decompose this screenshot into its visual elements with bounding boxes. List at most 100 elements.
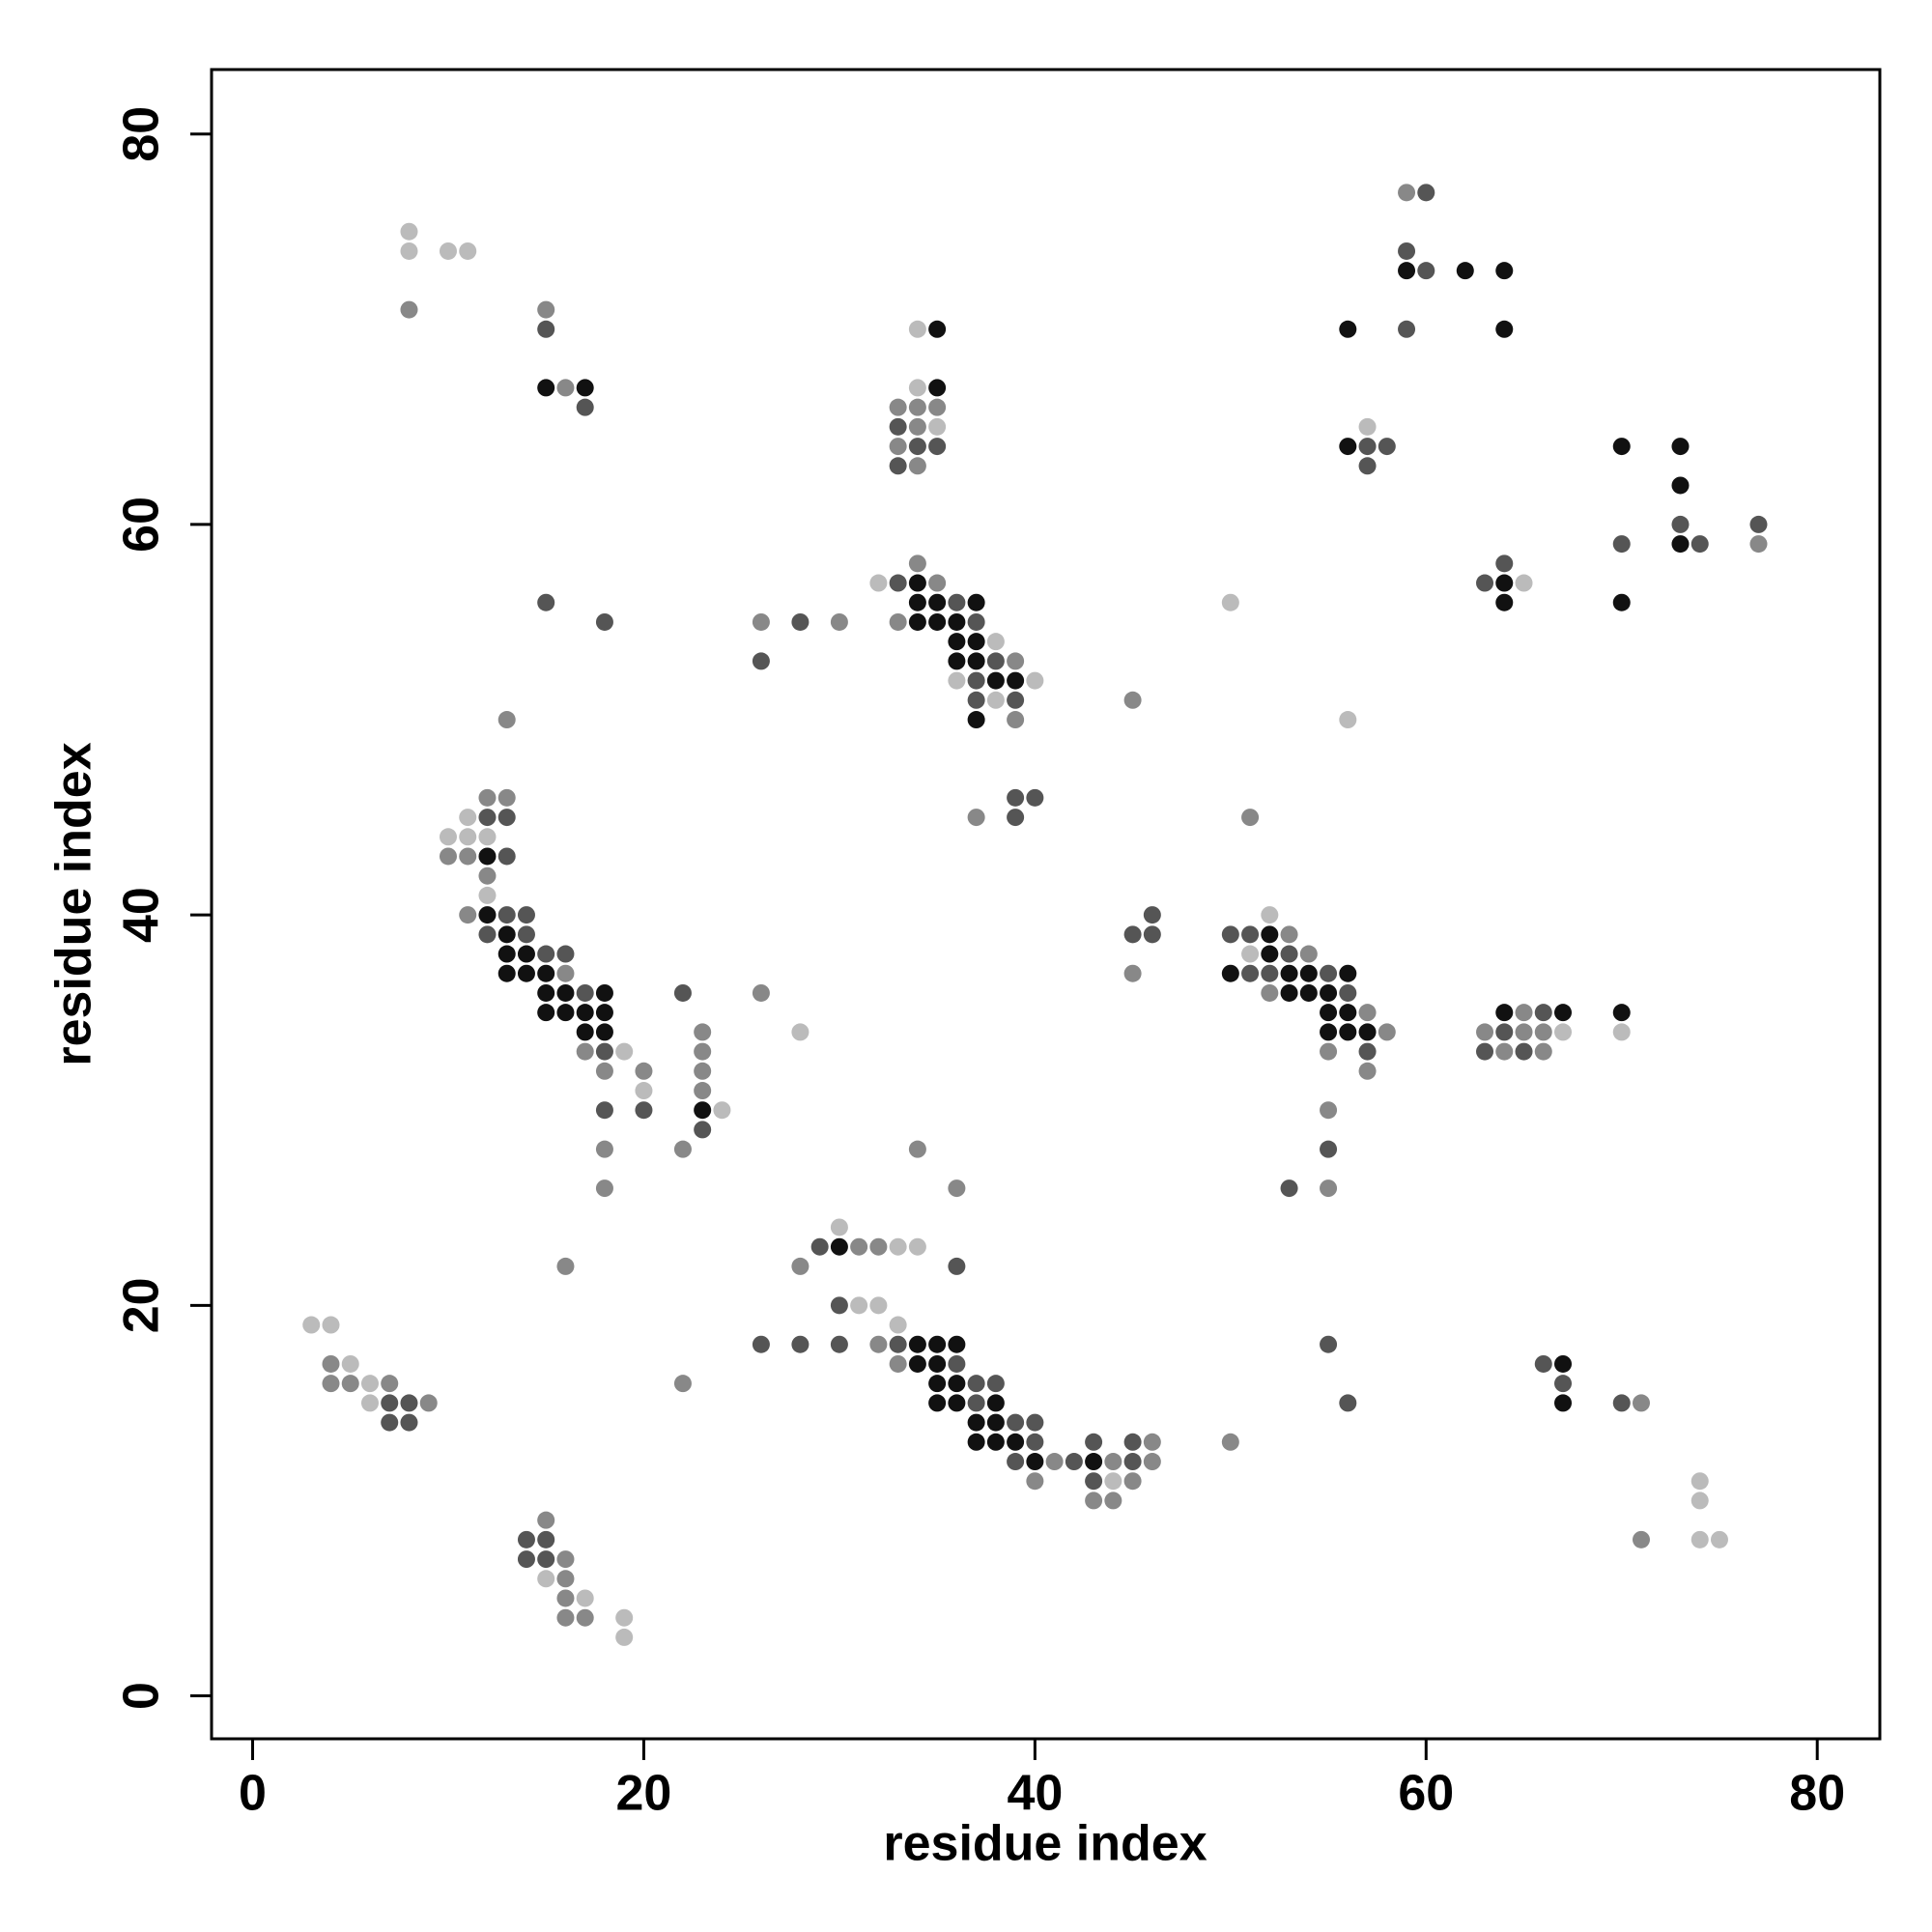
point [478,886,497,904]
point [1398,184,1416,202]
point [1476,1023,1494,1041]
point [1690,535,1709,554]
point [1515,1023,1533,1041]
point [478,809,497,827]
point [341,1354,359,1373]
point [576,1589,594,1607]
point [948,1257,966,1275]
point [1690,1472,1709,1491]
point [1123,1472,1142,1491]
point [1280,1179,1298,1198]
point [576,1004,594,1022]
point [1065,1453,1083,1471]
point [1123,1433,1142,1451]
point [1221,964,1239,982]
point [1358,417,1377,436]
point [889,438,907,456]
point [1515,1004,1533,1022]
point [1123,1453,1142,1471]
point [576,1608,594,1627]
point [497,964,516,982]
point [537,964,555,982]
point [908,438,926,456]
point [967,1375,985,1393]
point [889,417,907,436]
point [537,1004,555,1022]
point [986,1394,1005,1412]
point [1280,983,1298,1002]
point [595,1179,613,1198]
point [478,788,497,807]
point [1104,1492,1122,1510]
point [967,711,985,729]
point [1221,593,1239,611]
point [1221,1433,1239,1451]
point [1690,1492,1709,1510]
point [986,671,1005,690]
point [341,1375,359,1393]
point [830,1296,848,1315]
point [1612,593,1631,611]
point [967,1394,985,1412]
point [517,1550,535,1569]
point [948,593,966,611]
point [497,711,516,729]
x-tick-label: 0 [239,1766,267,1822]
point [908,379,926,397]
point [889,574,907,592]
point [635,1062,653,1080]
point [595,1101,613,1120]
point [1417,184,1435,202]
point [1221,925,1239,944]
point [1339,1023,1357,1041]
point [967,809,985,827]
point [1085,1492,1103,1510]
point [1339,320,1357,338]
point [948,652,966,670]
point [1339,983,1357,1002]
point [439,828,457,846]
point [948,1375,966,1393]
point [694,1062,712,1080]
plot-frame [210,68,1882,1741]
point [1320,983,1338,1002]
point [928,1375,947,1393]
point [635,1101,653,1120]
y-tick-label: 60 [114,497,170,553]
point [497,925,516,944]
point [1612,1004,1631,1022]
point [556,983,575,1002]
point [928,1335,947,1353]
point [694,1101,712,1120]
point [517,964,535,982]
point [1690,1530,1709,1548]
y-tick-label: 40 [114,887,170,943]
point [1261,925,1279,944]
point [1632,1530,1650,1548]
point [1280,945,1298,963]
point [928,438,947,456]
point [791,1335,810,1353]
point [1123,964,1142,982]
point [537,1530,555,1548]
point [830,1237,848,1256]
point [595,983,613,1002]
point [1299,945,1318,963]
point [830,612,848,631]
point [928,1394,947,1412]
x-axis-label: residue index [883,1816,1207,1872]
point [986,633,1005,651]
y-tick-label: 80 [114,106,170,162]
point [1261,964,1279,982]
point [889,1335,907,1353]
point [419,1394,438,1412]
point [967,633,985,651]
point [1612,1023,1631,1041]
point [1515,574,1533,592]
point [967,612,985,631]
point [537,1511,555,1529]
point [1749,535,1768,554]
point [948,633,966,651]
point [986,1433,1005,1451]
point [967,1413,985,1432]
